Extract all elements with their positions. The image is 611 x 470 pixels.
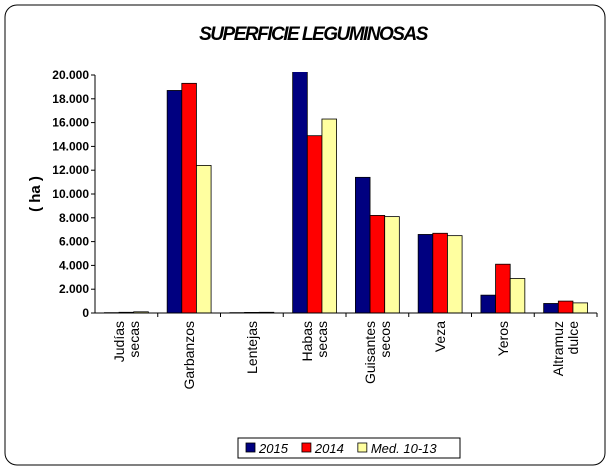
x-tick-label: secas [126,321,142,358]
bar [417,234,434,314]
chart-title: SUPERFICIE LEGUMINOSAS [199,24,429,45]
bar [384,216,400,314]
legend-swatch [245,442,256,453]
y-axis-label: ( ha ) [27,176,44,212]
bar [543,303,559,314]
bar [432,232,448,314]
bars [104,72,588,314]
y-tick-label: 10.000 [52,187,89,201]
bar [447,235,463,314]
bar [369,215,386,314]
bar [292,72,308,314]
bar [321,118,337,314]
bar [196,165,212,314]
y-tick-label: 8.000 [59,211,89,225]
bar [557,300,574,314]
x-tick-label: Judías [111,321,127,362]
y-tick-label: 6.000 [59,235,89,249]
y-tick-label: 16.000 [52,116,89,130]
bar [509,278,526,314]
x-tick-label: dulce [565,321,581,355]
y-tick-label: 2.000 [59,282,89,296]
x-tick-label: secos [377,321,393,358]
y-tick-label: 4.000 [59,258,89,272]
x-tick-label: Habas [299,321,315,361]
bar [572,302,588,314]
bar [355,176,371,314]
y-tick-label: 0 [82,306,89,320]
y-tick-label: 14.000 [52,139,89,153]
bar [480,294,496,314]
bar [495,263,511,314]
x-tick-label: Guisantes [362,321,378,384]
legend-swatch [301,442,312,453]
x-tick-label: Yeros [495,321,511,356]
bar [306,135,323,314]
x-tick-label: Altramuz [550,321,566,376]
x-tick-label: Lentejas [244,321,260,374]
y-tick-label: 12.000 [52,163,89,177]
legend-swatch [357,442,368,453]
y-tick-label: 18.000 [52,92,89,106]
x-tick-label: Garbanzos [181,321,197,389]
bar [166,90,183,314]
legend-label: Med. 10-13 [371,441,438,456]
y-tick-label: 20.000 [52,68,89,82]
bar [181,82,197,314]
legend-label: 2015 [258,441,289,456]
x-tick-label: secas [314,321,330,358]
legend-label: 2014 [314,441,344,456]
x-tick-label: Veza [432,321,448,352]
legend-box [237,437,461,459]
